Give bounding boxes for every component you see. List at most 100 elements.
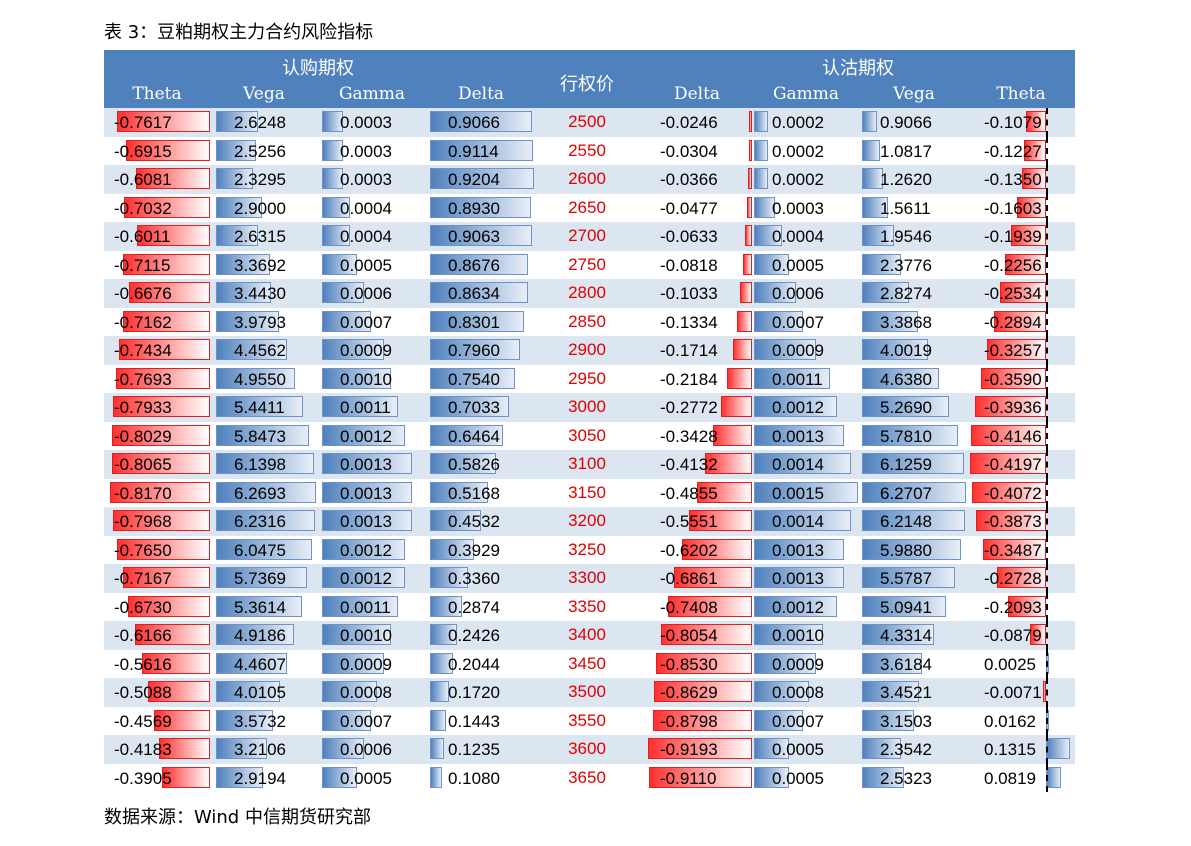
c-delta-bar: [430, 567, 468, 588]
c-theta-value: -0.8170: [114, 483, 172, 503]
c-theta-bar: [119, 339, 210, 360]
c-vega-value: 3.3692: [234, 255, 286, 275]
p-delta-bar: [737, 310, 752, 332]
theta-axis-line: [1046, 421, 1048, 450]
c-vega-value: 4.0105: [234, 683, 286, 702]
p-delta-bar: [745, 225, 752, 246]
p-delta-value: -0.4855: [660, 483, 718, 503]
c-delta-bar: [430, 282, 528, 303]
c-delta-value: 0.7960: [448, 341, 500, 360]
p-gamma-value: 0.0013: [772, 426, 824, 446]
p-gamma-value: 0.0013: [772, 569, 824, 588]
p-theta-bar: [1026, 111, 1046, 132]
p-delta-value: -0.0366: [660, 170, 718, 189]
table-row: -0.7115 3.3692 0.0005 0.8676 -0.0818 0.0005 2.…: [104, 250, 1075, 279]
p-vega-value: 1.5611: [880, 198, 931, 218]
c-delta-bar: [430, 481, 488, 503]
c-gamma-value: 0.0013: [340, 512, 392, 531]
c-theta-value: -0.6166: [114, 626, 172, 645]
p-vega-value: 6.2707: [880, 483, 932, 503]
c-theta-bar: [128, 595, 210, 617]
p-gamma-bar: [754, 396, 837, 417]
c-delta-bar: [430, 168, 534, 189]
c-theta-bar: [123, 310, 210, 332]
put-vega-header: Vega: [893, 84, 935, 104]
c-gamma-value: 0.0013: [340, 455, 392, 474]
c-gamma-value: 0.0003: [340, 141, 392, 161]
c-vega-bar: [216, 481, 316, 503]
table-row: -0.8029 5.8473 0.0012 0.6464 -0.3428 0.0013 5.…: [104, 421, 1075, 450]
p-theta-value: -0.2093: [984, 597, 1042, 617]
p-gamma-value: 0.0012: [772, 597, 824, 617]
p-theta-value: 0.1315: [984, 740, 1036, 759]
c-vega-bar: [216, 139, 256, 161]
p-theta-bar: [1011, 225, 1046, 246]
p-vega-bar: [862, 339, 928, 360]
p-vega-bar: [862, 253, 901, 275]
p-delta-value: -0.1334: [660, 312, 718, 332]
c-delta-value: 0.3360: [448, 569, 500, 588]
p-theta-bar: [1046, 766, 1061, 788]
c-vega-bar: [216, 453, 314, 474]
c-theta-bar: [137, 225, 210, 246]
strike-price: 3600: [568, 739, 606, 758]
c-delta-bar: [430, 510, 481, 531]
p-gamma-bar: [754, 681, 809, 702]
strike-price: 3550: [568, 710, 606, 730]
c-vega-value: 6.0475: [234, 540, 286, 560]
c-theta-value: -0.7933: [114, 398, 172, 417]
c-gamma-value: 0.0013: [340, 483, 392, 503]
c-vega-bar: [216, 424, 309, 446]
c-theta-value: -0.6676: [114, 284, 172, 303]
p-vega-bar: [862, 168, 883, 189]
c-delta-bar: [430, 652, 453, 674]
strike-header: 行权价: [560, 74, 614, 95]
theta-axis-line: [1046, 279, 1048, 308]
p-delta-bar: [697, 481, 752, 503]
p-theta-value: -0.4146: [984, 426, 1042, 446]
c-delta-value: 0.5826: [448, 455, 500, 474]
c-theta-value: -0.8029: [114, 426, 172, 446]
c-delta-bar: [430, 624, 457, 645]
c-gamma-value: 0.0008: [340, 683, 392, 702]
p-theta-value: -0.0879: [984, 626, 1042, 645]
c-gamma-bar: [322, 453, 412, 474]
c-gamma-bar: [322, 339, 384, 360]
c-delta-bar: [430, 595, 462, 617]
p-vega-bar: [862, 652, 922, 674]
p-delta-bar: [661, 624, 752, 645]
c-theta-bar: [117, 538, 210, 560]
p-vega-bar: [862, 510, 965, 531]
p-vega-value: 4.6380: [880, 369, 932, 389]
p-delta-bar: [689, 510, 752, 531]
table-row: -0.8065 6.1398 0.0013 0.5826 -0.4132 0.0014 6.…: [104, 450, 1075, 479]
strike-price: 3500: [568, 682, 606, 701]
c-vega-bar: [216, 595, 302, 617]
p-theta-value: -0.1939: [984, 227, 1042, 246]
p-delta-value: -0.7408: [660, 597, 718, 617]
c-vega-value: 3.9793: [234, 312, 286, 332]
p-gamma-value: 0.0012: [772, 398, 824, 417]
theta-axis-line: [1046, 678, 1048, 707]
p-delta-bar: [649, 766, 752, 788]
p-vega-bar: [862, 310, 918, 332]
p-gamma-value: 0.0011: [772, 369, 823, 389]
c-vega-bar: [216, 367, 295, 389]
p-theta-bar: [1008, 595, 1046, 617]
p-theta-bar: [994, 310, 1046, 332]
p-delta-value: -0.8629: [660, 683, 718, 702]
c-theta-bar: [126, 139, 210, 161]
strike-price: 3450: [568, 653, 606, 673]
p-delta-value: -0.8798: [660, 711, 718, 731]
p-gamma-value: 0.0004: [772, 227, 824, 246]
p-vega-bar: [862, 738, 901, 759]
strike-price: 3300: [568, 568, 606, 587]
p-vega-value: 3.6184: [880, 654, 932, 674]
strike-price: 2750: [568, 254, 606, 274]
c-gamma-value: 0.0007: [340, 312, 392, 332]
theta-axis-line: [1046, 364, 1048, 393]
c-theta-value: -0.7617: [114, 113, 172, 132]
c-gamma-bar: [322, 738, 364, 759]
c-theta-bar: [110, 481, 210, 503]
c-gamma-value: 0.0003: [340, 170, 392, 189]
